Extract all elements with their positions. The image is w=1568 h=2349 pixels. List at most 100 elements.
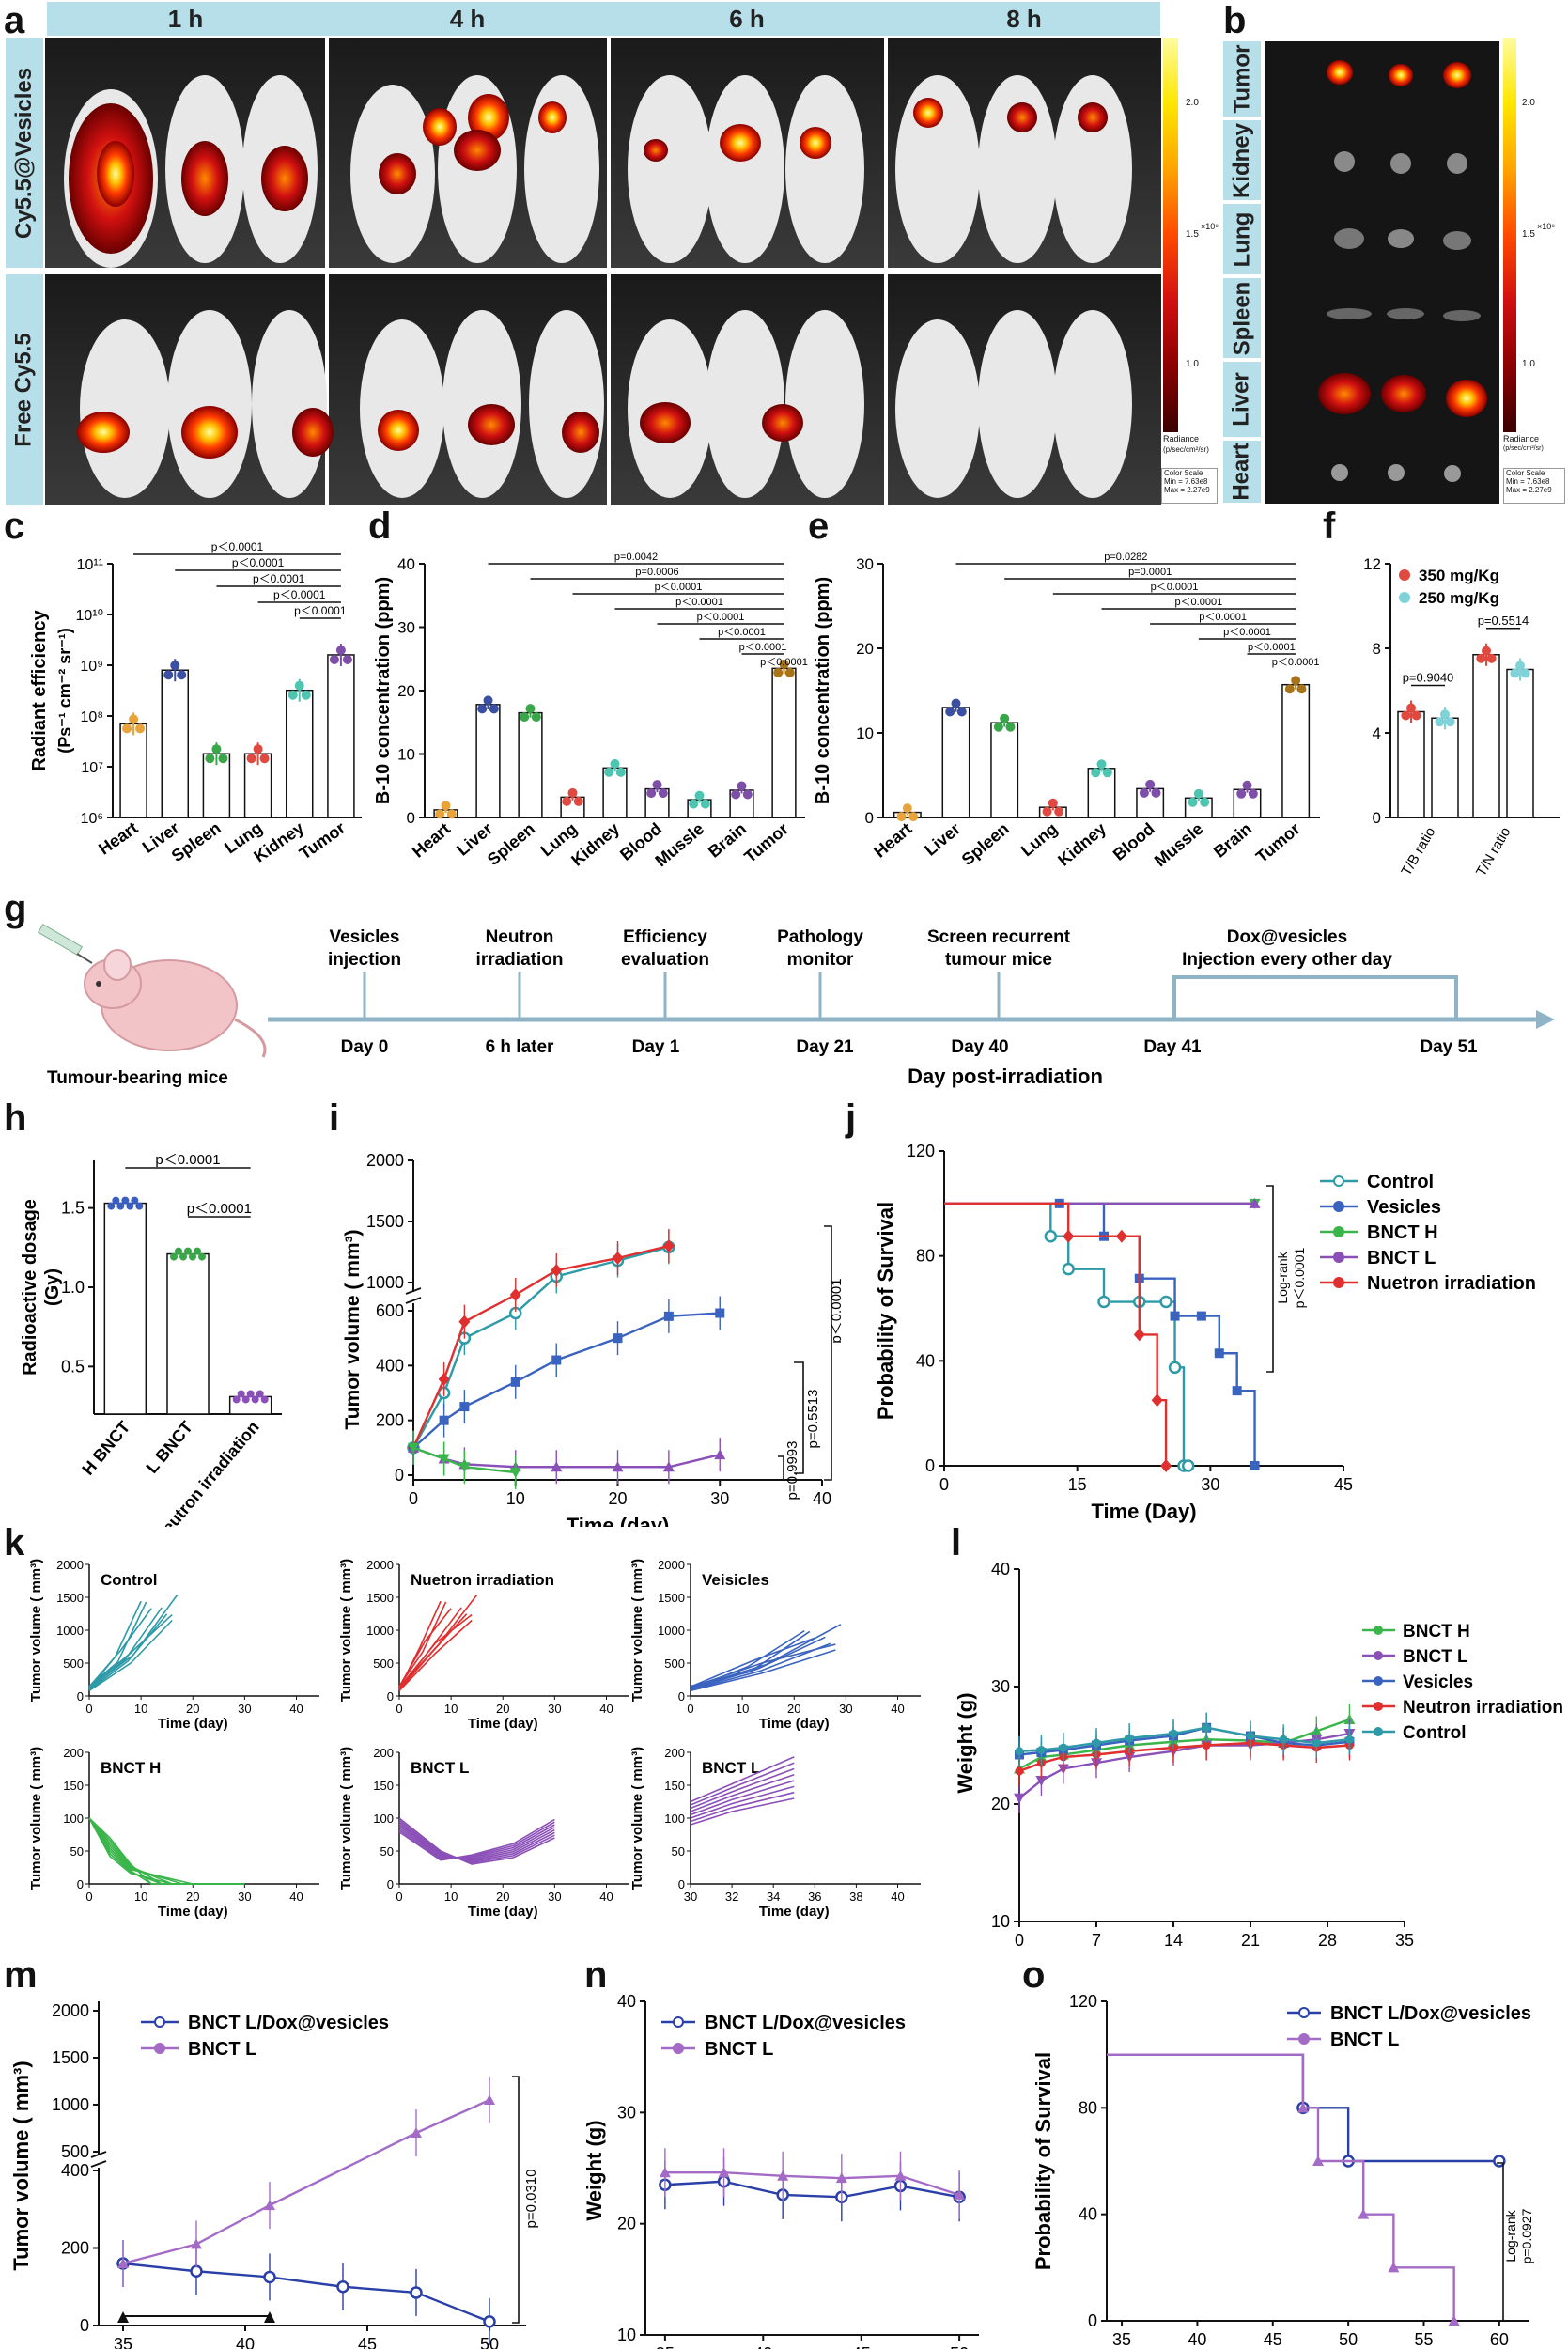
o-legend-marker bbox=[1298, 2007, 1310, 2018]
colorbar-b-unit: (p/sec/cm²/sr) bbox=[1503, 445, 1544, 452]
e-point bbox=[1248, 788, 1258, 799]
k-subplot-title: BNCT L bbox=[411, 1759, 469, 1777]
i-point bbox=[714, 1449, 726, 1460]
d-sig-label: p＜0.0001 bbox=[697, 612, 745, 623]
e-point bbox=[1048, 798, 1058, 808]
chart-n-weight: 3540455010203040Time (day)Weight (g)BNCT… bbox=[584, 1992, 979, 2349]
i-sig-label: p＜0.0001 bbox=[829, 1278, 841, 1343]
e-category-label: Mussle bbox=[1151, 819, 1207, 871]
f-ytick-label: 4 bbox=[1373, 724, 1381, 742]
n-series-line bbox=[664, 2171, 960, 2197]
color-scale-max: Max = 2.27e9 bbox=[1506, 486, 1552, 494]
l-legend-label: BNCT L bbox=[1403, 1647, 1468, 1667]
l-point bbox=[1312, 1738, 1321, 1748]
k-individual-line bbox=[690, 1756, 795, 1803]
c-bar bbox=[286, 689, 314, 818]
i-xtick-label: 30 bbox=[710, 1489, 729, 1508]
k-ytick-label: 500 bbox=[664, 1657, 685, 1671]
e-point bbox=[1145, 779, 1156, 789]
d-bar bbox=[518, 711, 543, 818]
k-ytick-label: 0 bbox=[678, 1877, 685, 1891]
m-series-line bbox=[122, 2262, 490, 2323]
m-axis-break bbox=[90, 2151, 107, 2158]
chart-m-tumor-volume: 354045500200400500100015002000Time (day)… bbox=[9, 2001, 539, 2349]
e-point bbox=[1005, 722, 1016, 732]
l-legend-label: Control bbox=[1403, 1723, 1467, 1743]
k-ytick-label: 200 bbox=[373, 1746, 394, 1760]
k-individual-line bbox=[398, 1817, 555, 1865]
o-sig-label: p=0.0927 bbox=[1519, 2208, 1534, 2263]
d-ytick-label: 20 bbox=[397, 682, 415, 700]
d-ytick-label: 0 bbox=[407, 809, 415, 827]
d-point bbox=[646, 788, 657, 799]
event-3-top: Pathology bbox=[777, 927, 863, 947]
d-point bbox=[615, 767, 626, 777]
h-sig-label: p＜0.0001 bbox=[187, 1201, 252, 1217]
c-bar bbox=[161, 669, 189, 818]
f-bar bbox=[1506, 668, 1534, 818]
k-xtick-label: 40 bbox=[891, 1890, 904, 1904]
m-ytick-label: 200 bbox=[61, 2239, 89, 2258]
colorbar-b-tick-1: 1.0 bbox=[1522, 359, 1535, 369]
k-individual-line bbox=[398, 1613, 468, 1691]
d-category-label: Mussle bbox=[651, 819, 707, 871]
f-bar bbox=[1431, 717, 1459, 818]
panel-letter-c: c bbox=[4, 506, 25, 547]
l-xtick-label: 35 bbox=[1395, 1931, 1414, 1950]
event-0-top: Vesicles bbox=[329, 927, 399, 947]
n-point bbox=[718, 2167, 730, 2178]
d-sig-label: p=0.0006 bbox=[635, 567, 678, 578]
j-ytick-label: 0 bbox=[925, 1456, 935, 1475]
row-label-free: Free Cy5.5 bbox=[6, 274, 43, 505]
o-xtick-label: 60 bbox=[1490, 2330, 1509, 2349]
m-legend-label: BNCT L/Dox@vesicles bbox=[188, 2013, 389, 2033]
m-ytick-label: 0 bbox=[80, 2316, 89, 2335]
colorbar-a bbox=[1163, 38, 1178, 432]
d-point bbox=[573, 796, 583, 806]
d-point bbox=[700, 799, 710, 809]
c-sig-label: p＜0.0001 bbox=[232, 556, 285, 569]
e-sig-label: p＜0.0001 bbox=[1223, 627, 1271, 638]
k-individual-line bbox=[690, 1649, 836, 1692]
c-ytick-label: 10⁶ bbox=[81, 811, 103, 827]
k-xtick-label: 10 bbox=[736, 1702, 749, 1716]
f-ytick-label: 8 bbox=[1373, 640, 1381, 658]
n-ytick-label: 10 bbox=[617, 2326, 636, 2344]
o-xtick-label: 40 bbox=[1188, 2330, 1206, 2349]
o-sig-label: Log-rank bbox=[1503, 2209, 1518, 2262]
i-bracket bbox=[824, 1225, 832, 1481]
j-point bbox=[1044, 1229, 1058, 1243]
j-series-line bbox=[944, 1202, 1256, 1466]
d-sig-label: p＜0.0001 bbox=[739, 642, 787, 653]
c-ytick-label: 10⁹ bbox=[80, 659, 103, 675]
e-category-label: Tumor bbox=[1252, 819, 1304, 866]
mouse-illustration bbox=[38, 923, 267, 1058]
c-point bbox=[259, 754, 270, 764]
n-legend-marker bbox=[673, 2043, 684, 2054]
mouse-caption: Tumour-bearing mice bbox=[47, 1068, 228, 1088]
i-axis-break bbox=[405, 1287, 422, 1295]
k-ylabel: Tumor volume ( mm³) bbox=[28, 1747, 44, 1890]
panel-letter-j: j bbox=[846, 1097, 857, 1139]
k-xtick-label: 38 bbox=[849, 1890, 862, 1904]
mouse-fluorescence-images bbox=[45, 38, 1161, 505]
o-ytick-label: 120 bbox=[1069, 1992, 1097, 2011]
colorbar-b-tick-15: 1.5 bbox=[1522, 229, 1535, 240]
d-sig-label: p＜0.0001 bbox=[760, 657, 808, 668]
m-xtick-label: 35 bbox=[114, 2335, 132, 2349]
f-point bbox=[1520, 668, 1530, 678]
chart-c-radiant-efficiency: 10⁶10⁷10⁸10⁹10¹⁰10¹¹HeartLiverSpleenLung… bbox=[29, 540, 362, 866]
f-point bbox=[1476, 653, 1486, 663]
l-ytick-label: 20 bbox=[991, 1795, 1010, 1813]
timeline-arrow-head bbox=[1536, 1010, 1555, 1029]
time-header-8h: 8 h bbox=[888, 2, 1160, 36]
c-ylabel-unit: (Ps⁻¹ cm⁻² sr⁻¹) bbox=[55, 628, 74, 754]
e-category-label: Lung bbox=[1017, 819, 1062, 861]
d-sig-label: p＜0.0001 bbox=[655, 582, 703, 593]
k-xtick-label: 20 bbox=[186, 1702, 199, 1716]
chart-f-ratio: 0 4 8 12 T/B ratio p=0.9040 T/N ratio p=0.5514 3… bbox=[1363, 555, 1560, 879]
i-point bbox=[715, 1308, 725, 1318]
n-xtick-label: 50 bbox=[950, 2344, 969, 2349]
k-ytick-label: 100 bbox=[63, 1812, 84, 1826]
